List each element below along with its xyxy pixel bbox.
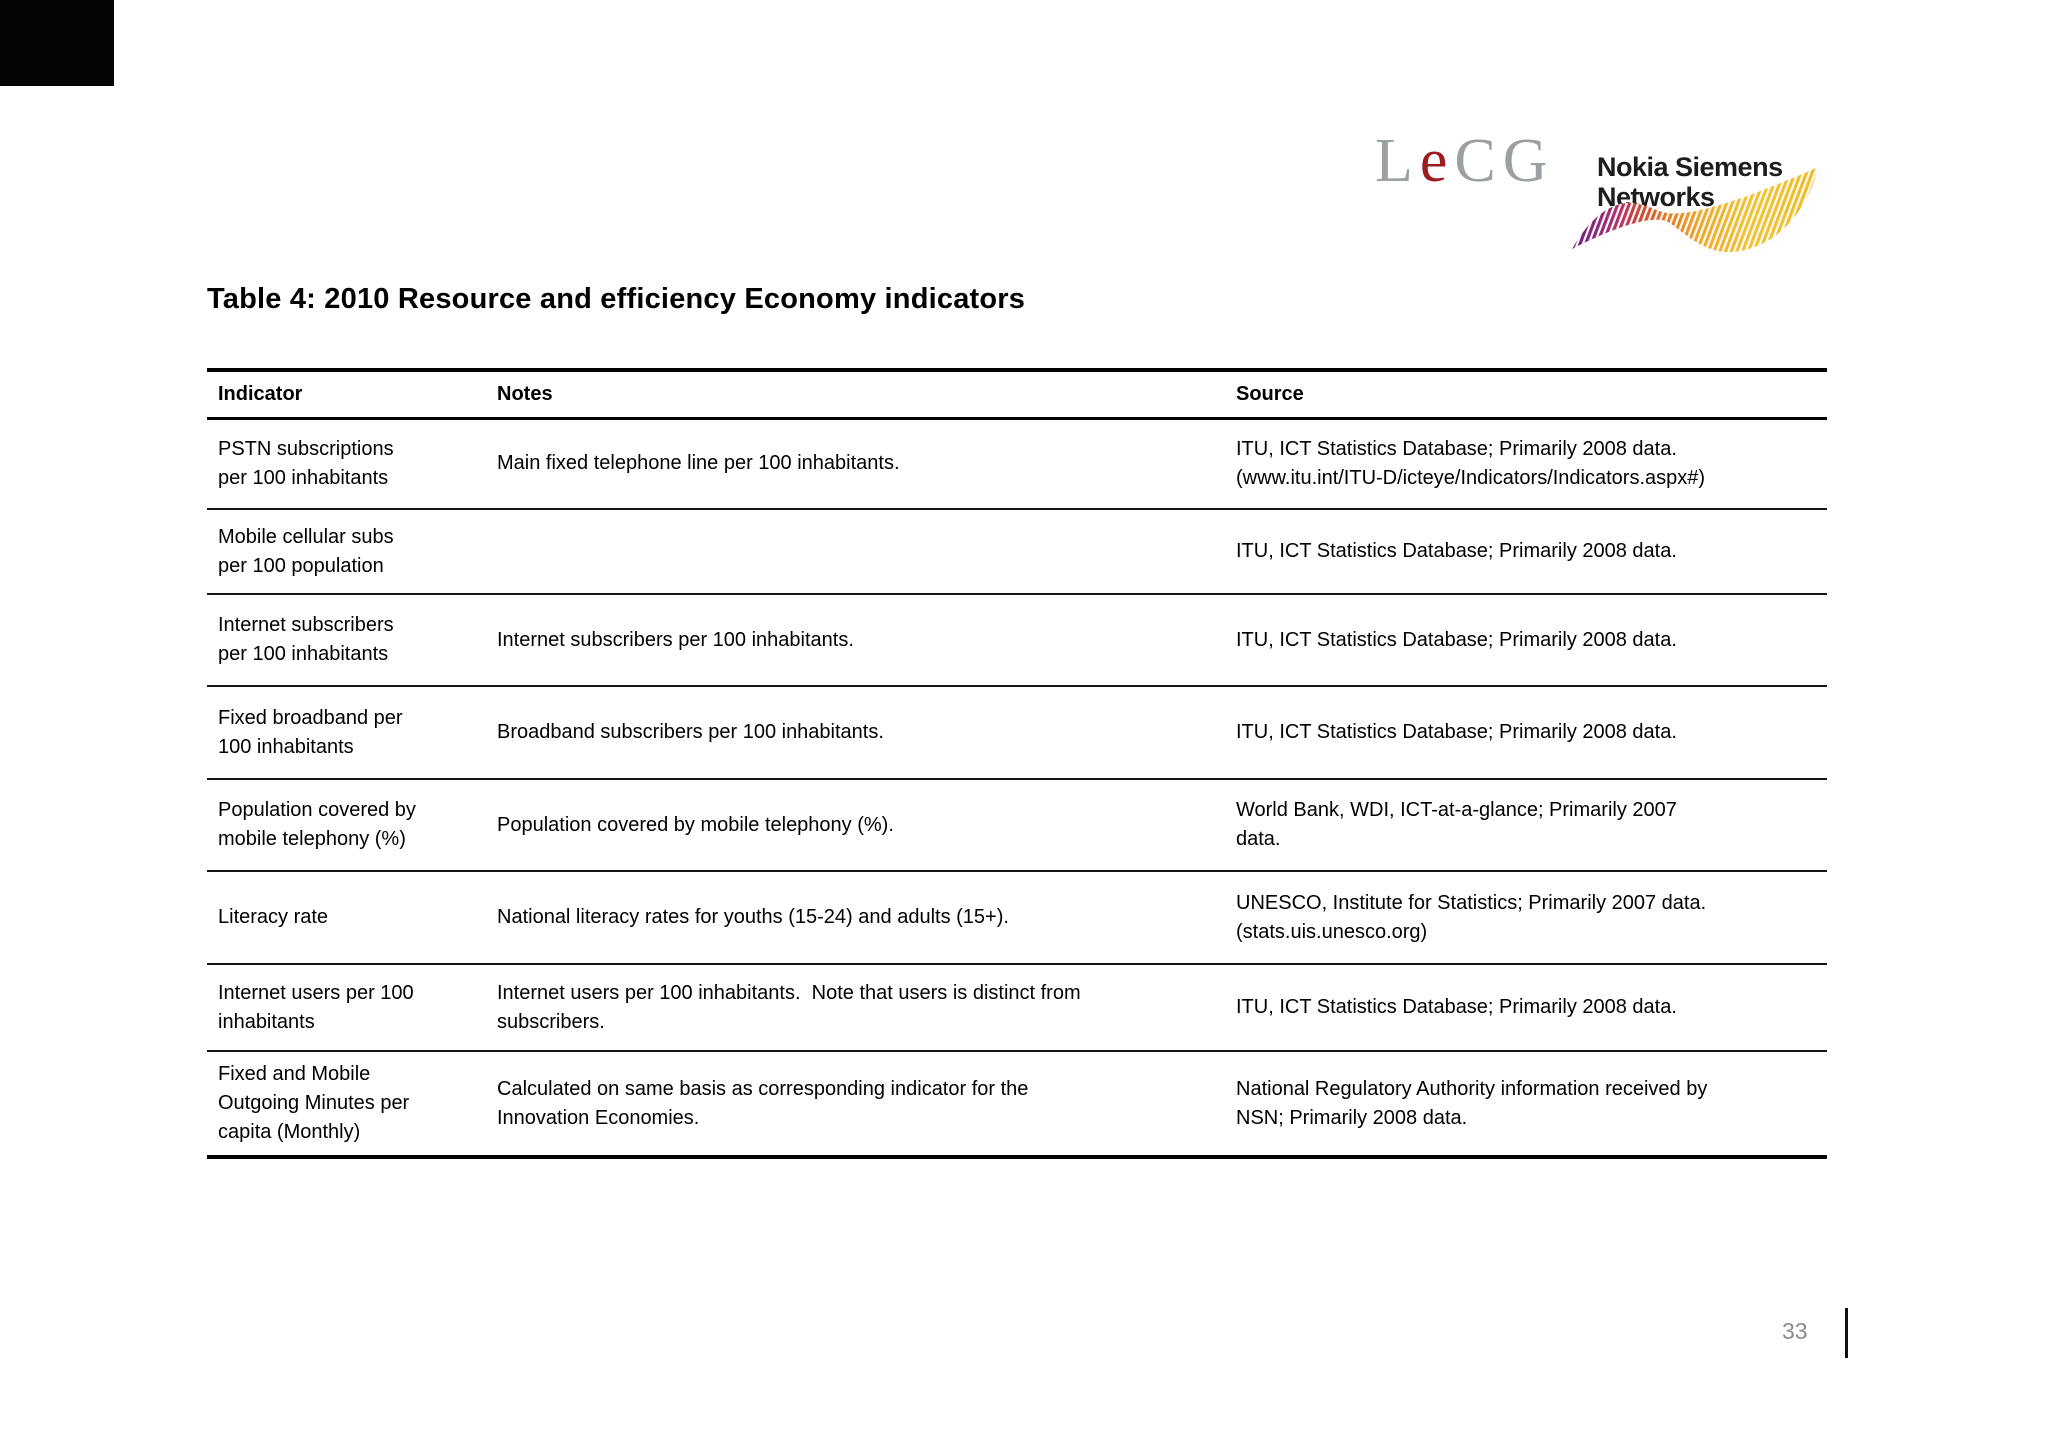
notes-cell: Internet users per 100 inhabitants. Note…: [497, 981, 1081, 1033]
table-row: Internet users per 100 inhabitants Inter…: [207, 964, 1827, 1051]
notes-cell: Internet subscribers per 100 inhabitants…: [497, 628, 854, 651]
indicator-cell: Literacy rate: [218, 906, 329, 928]
table-row: Fixed and Mobile Outgoing Minutes per ca…: [207, 1051, 1827, 1157]
notes-cell: National literacy rates for youths (15-2…: [497, 906, 1009, 928]
page-number: 33: [1782, 1318, 1808, 1344]
scan-artifact-corner: [0, 0, 114, 86]
lecg-logo: LeCG: [1375, 130, 1555, 192]
notes-cell: Population covered by mobile telephony (…: [497, 813, 894, 836]
table-header-row: Indicator Notes Source: [207, 370, 1827, 418]
table-row: Literacy rate National literacy rates fo…: [207, 871, 1827, 964]
source-cell: World Bank, WDI, ICT-at-a-glance; Primar…: [1236, 799, 1677, 850]
footer-divider-bar: [1845, 1308, 1848, 1358]
nsn-swoosh-icon: [1572, 167, 1818, 253]
nsn-wordmark: Nokia Siemens Networks: [1597, 152, 1783, 212]
notes-cell: Broadband subscribers per 100 inhabitant…: [497, 721, 884, 743]
indicator-cell: Internet subscribers per 100 inhabitants: [218, 614, 394, 665]
nokia-siemens-networks-logo: Nokia Siemens Networks: [1570, 148, 1825, 263]
indicator-cell: Fixed broadband per 100 inhabitants: [218, 706, 403, 758]
notes-cell: Main fixed telephone line per 100 inhabi…: [497, 452, 900, 475]
table-row: PSTN subscriptions per 100 inhabitants M…: [207, 418, 1827, 509]
column-header-notes: Notes: [497, 382, 553, 405]
source-cell: ITU, ICT Statistics Database; Primarily …: [1236, 437, 1706, 489]
notes-cell: Calculated on same basis as correspondin…: [497, 1077, 1029, 1129]
source-cell: ITU, ICT Statistics Database; Primarily …: [1236, 540, 1677, 562]
table-title: Table 4: 2010 Resource and efficiency Ec…: [207, 283, 1026, 315]
lecg-letter-l: L: [1375, 127, 1420, 195]
lecg-letter-e: e: [1419, 127, 1455, 195]
indicator-cell: Fixed and Mobile Outgoing Minutes per ca…: [218, 1063, 410, 1143]
notes-cell: [486, 509, 1225, 594]
table-row: Population covered by mobile telephony (…: [207, 779, 1827, 871]
source-cell: ITU, ICT Statistics Database; Primarily …: [1236, 628, 1677, 651]
indicator-cell: Population covered by mobile telephony (…: [218, 799, 416, 850]
table-row: Internet subscribers per 100 inhabitants…: [207, 594, 1827, 686]
source-cell: UNESCO, Institute for Statistics; Primar…: [1236, 891, 1707, 943]
table-row: Fixed broadband per 100 inhabitants Broa…: [207, 686, 1827, 779]
lecg-letters-cg: CG: [1454, 127, 1555, 195]
source-cell: ITU, ICT Statistics Database; Primarily …: [1236, 721, 1677, 743]
column-header-indicator: Indicator: [218, 382, 303, 405]
indicator-cell: PSTN subscriptions per 100 inhabitants: [218, 437, 394, 489]
source-cell: ITU, ICT Statistics Database; Primarily …: [1236, 996, 1677, 1018]
table-row: Mobile cellular subs per 100 population …: [207, 509, 1827, 594]
source-cell: National Regulatory Authority informatio…: [1236, 1077, 1708, 1129]
indicator-cell: Internet users per 100 inhabitants: [218, 981, 414, 1033]
indicators-table: Indicator Notes Source PSTN subscription…: [207, 368, 1827, 1159]
column-header-source: Source: [1236, 382, 1304, 405]
indicator-cell: Mobile cellular subs per 100 population: [218, 525, 394, 577]
